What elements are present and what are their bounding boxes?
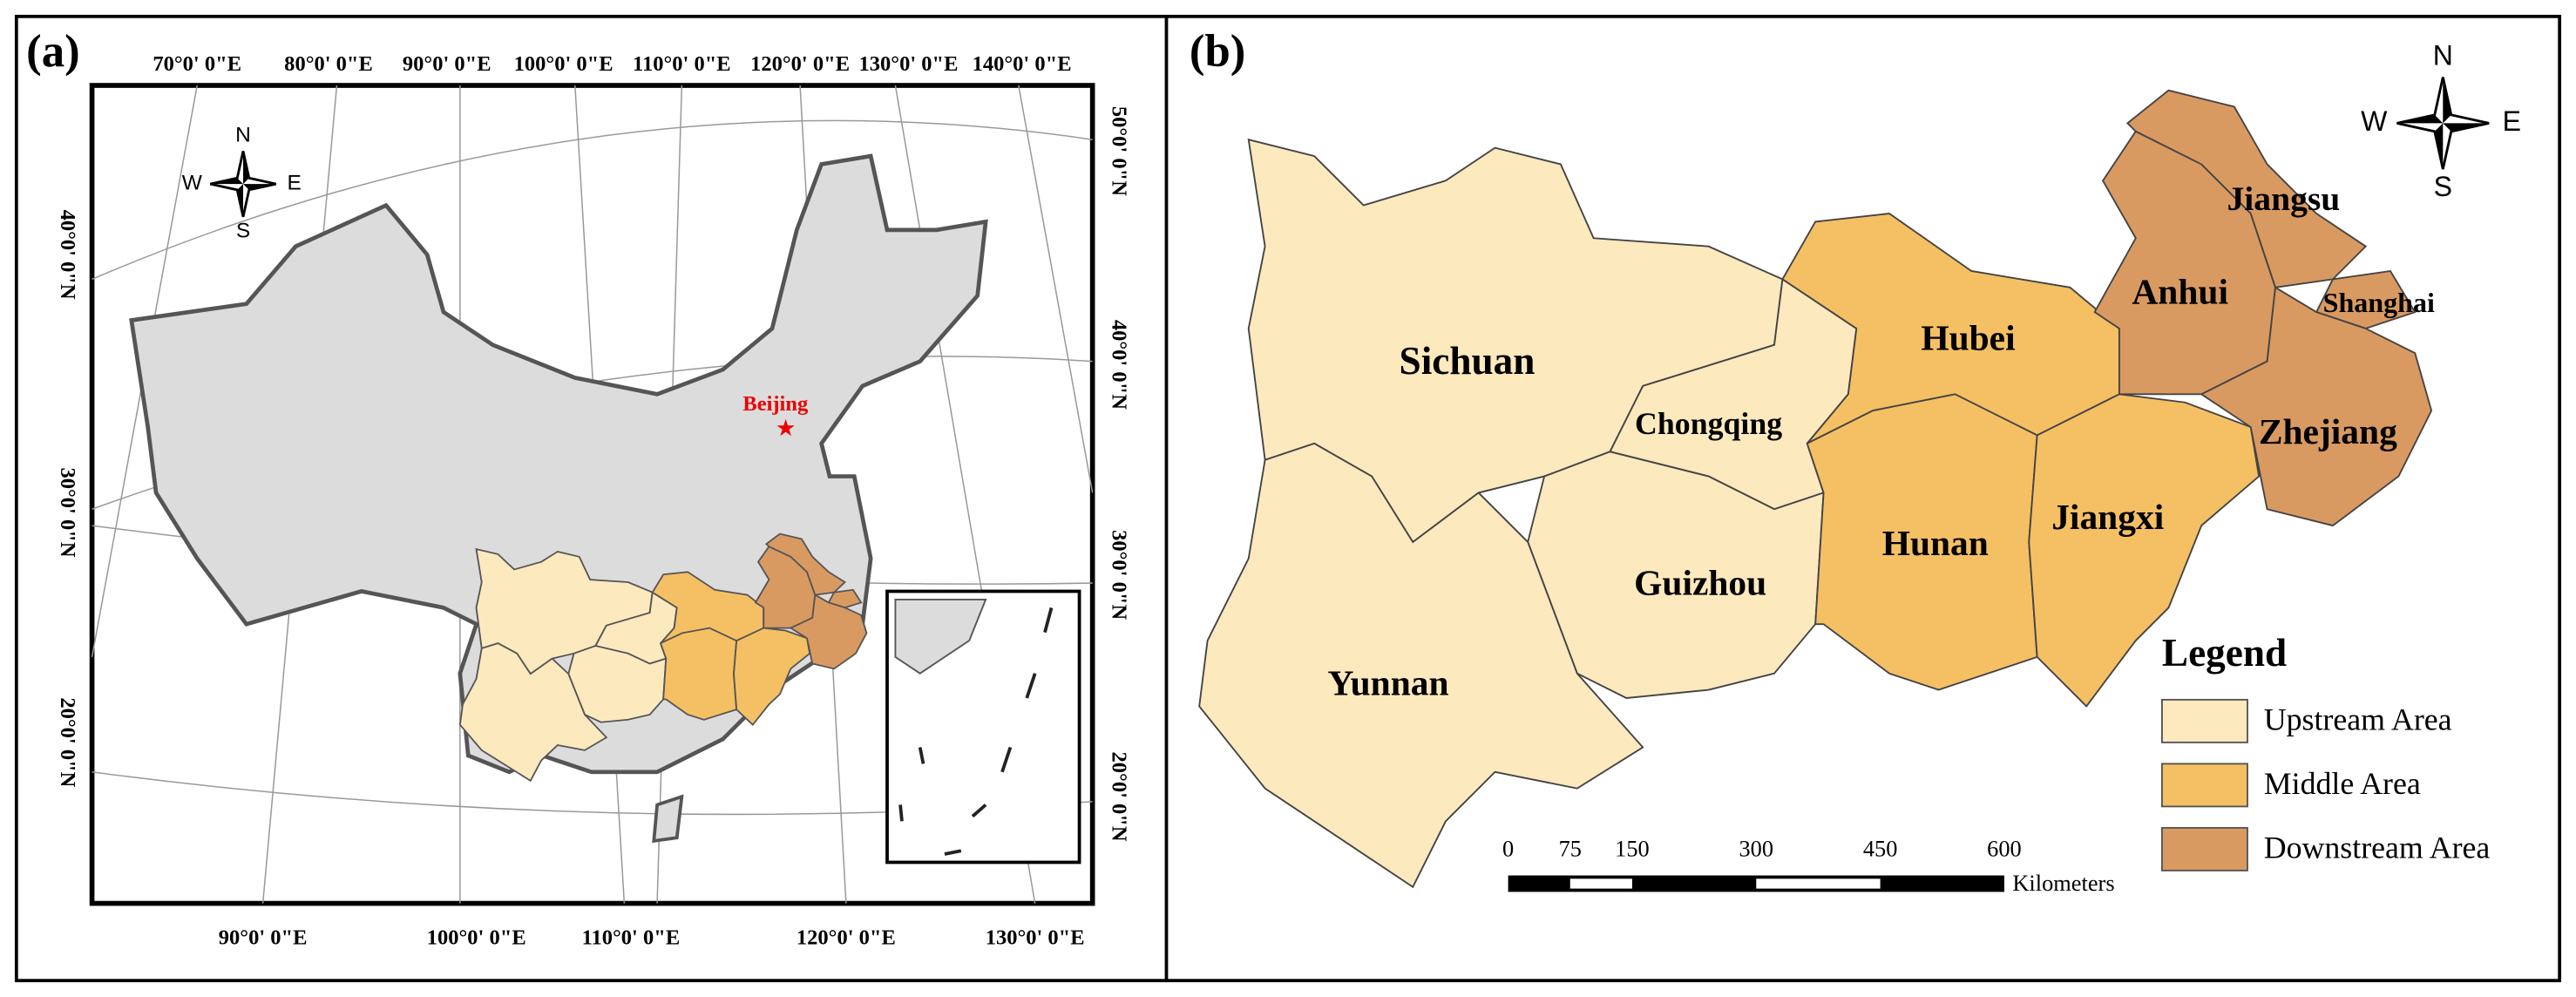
- province-label: Jiangxi: [2051, 497, 2164, 537]
- compass: N S W E: [2361, 40, 2521, 202]
- scale-segment: [1569, 878, 1632, 889]
- compass-letter: W: [182, 172, 203, 195]
- legend-label: Middle Area: [2264, 766, 2421, 801]
- inset-land: [894, 598, 987, 675]
- compass-letter: N: [235, 124, 251, 147]
- scale-unit: Kilometers: [2012, 870, 2114, 896]
- compass-letter: S: [236, 219, 250, 242]
- lat-label: 20°0' 0"N: [56, 697, 79, 787]
- province: [764, 532, 847, 596]
- lon-label: 70°0' 0"E: [153, 52, 241, 76]
- lon-label: 110°0' 0"E: [633, 52, 731, 76]
- scale-tick-label: 0: [1502, 835, 1514, 861]
- province-label: Shanghai: [2323, 287, 2435, 318]
- legend-label: Upstream Area: [2264, 702, 2452, 736]
- legend-label: Downstream Area: [2264, 830, 2491, 865]
- legend-swatch: [2160, 826, 2248, 872]
- province-label: Hunan: [1882, 523, 1989, 563]
- province-label: Sichuan: [1400, 339, 1535, 383]
- lat-label: 30°0' 0"N: [1107, 530, 1130, 620]
- compass-fill: [210, 151, 276, 217]
- legend-swatch: [2160, 763, 2248, 808]
- compass-letter: E: [2503, 105, 2521, 137]
- province: [827, 588, 863, 609]
- province-label: Guizhou: [1634, 562, 1766, 602]
- scale-tick-label: 300: [1739, 835, 1773, 861]
- lat-label: 30°0' 0"N: [56, 468, 79, 558]
- scale-tick-label: 150: [1615, 835, 1650, 861]
- province-label: Chongqing: [1635, 406, 1782, 441]
- province-label: Anhui: [2132, 272, 2228, 312]
- city-label: Beijing: [742, 392, 809, 416]
- scale-tick-label: 75: [1559, 835, 1582, 861]
- panel-label: (b): [1190, 26, 1246, 77]
- province-label: Zhejiang: [2259, 411, 2397, 451]
- lon-label: 140°0' 0"E: [973, 52, 1072, 76]
- scale-segment: [1756, 878, 1881, 889]
- compass-letter: N: [2433, 40, 2453, 71]
- province-label: Jiangsu: [2227, 180, 2341, 218]
- lon-label: 110°0' 0"E: [582, 926, 681, 950]
- province: [659, 627, 738, 721]
- scale-tick-label: 600: [1987, 835, 2022, 861]
- province: [2125, 89, 2368, 288]
- province: [2200, 286, 2433, 527]
- lon-label: 100°0' 0"E: [427, 926, 526, 950]
- legend-title: Legend: [2162, 631, 2287, 675]
- province: [789, 593, 868, 670]
- lat-label: 20°0' 0"N: [1107, 752, 1130, 842]
- island: [652, 794, 684, 844]
- scale-tick-label: 450: [1863, 835, 1898, 861]
- province-label: Hubei: [1921, 318, 2015, 358]
- province: [2315, 269, 2417, 329]
- map-a: ★ Beijing: [89, 83, 1095, 906]
- province-layer: [458, 532, 868, 783]
- lon-label: 120°0' 0"E: [750, 52, 850, 76]
- province: [1806, 393, 2038, 691]
- compass: N S W E: [182, 124, 302, 243]
- panel-label: (a): [26, 26, 80, 77]
- lat-label: 50°0' 0"N: [1107, 106, 1130, 196]
- lon-label: 130°0' 0"E: [859, 52, 959, 76]
- lat-label: 40°0' 0"N: [1107, 320, 1130, 410]
- province: [458, 642, 608, 783]
- lon-label: 120°0' 0"E: [797, 926, 896, 950]
- lon-label: 100°0' 0"E: [514, 52, 613, 76]
- compass-letter: S: [2434, 171, 2452, 202]
- province: [1198, 442, 1644, 889]
- inset-dashes: [898, 607, 1054, 856]
- compass-letter: E: [287, 172, 301, 195]
- lon-label: 80°0' 0"E: [284, 52, 373, 76]
- lon-label: 130°0' 0"E: [986, 926, 1085, 950]
- legend-swatch: [2160, 698, 2248, 743]
- star: ★: [776, 415, 797, 441]
- lon-label: 90°0' 0"E: [219, 926, 308, 950]
- province: [2028, 393, 2261, 708]
- map-b: [1198, 89, 2433, 889]
- compass-letter: W: [2361, 105, 2388, 137]
- lon-label: 90°0' 0"E: [403, 52, 491, 76]
- lat-label: 40°0' 0"N: [56, 210, 79, 300]
- province-label: Yunnan: [1327, 662, 1448, 702]
- province: [733, 627, 811, 726]
